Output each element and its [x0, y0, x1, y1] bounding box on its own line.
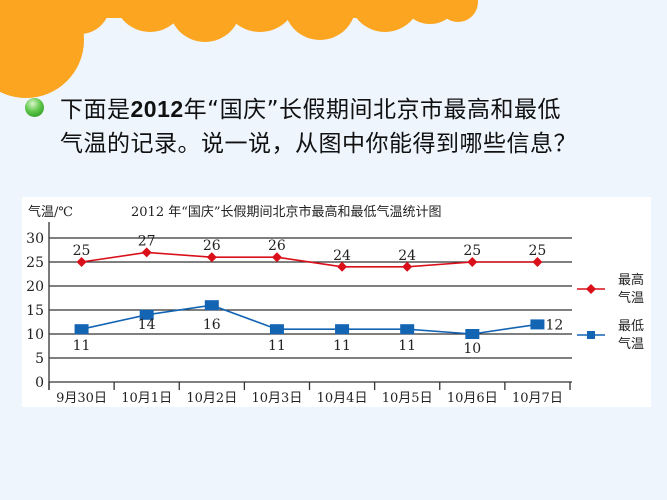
legend-low-label: 最低: [618, 319, 644, 334]
low-temp-value-labels: 11 14 16 11 11 11 10 12: [73, 317, 564, 357]
x-tick-label: 10月1日: [121, 391, 172, 406]
y-axis-unit-label: 气温/℃: [28, 204, 73, 220]
high-temp-value: 27: [138, 233, 156, 249]
legend-low: 最低 气温: [577, 319, 644, 352]
legend-high-label: 气温: [618, 290, 644, 306]
high-temp-value: 25: [529, 243, 547, 259]
high-temp-diamond-icon: [532, 257, 543, 267]
high-temp-diamond-icon: [337, 261, 348, 272]
legend-high-label: 最高: [618, 272, 644, 288]
y-tick-label: 25: [26, 255, 44, 271]
high-temp-diamond-icon: [467, 257, 478, 267]
x-axis-ticks: [48, 382, 571, 390]
high-temp-diamond-icon: [206, 252, 217, 263]
y-tick-label: 5: [35, 351, 44, 367]
y-tick-label: 30: [26, 231, 44, 247]
low-temp-square-icon: [269, 324, 284, 335]
high-temp-diamond-icon: [402, 261, 413, 272]
chart-panel: [22, 197, 651, 407]
high-temp-value: 26: [203, 238, 221, 254]
y-tick-label: 15: [26, 303, 44, 319]
low-temp-value: 11: [268, 338, 286, 354]
gridlines: [49, 237, 572, 383]
high-temp-value: 24: [333, 248, 351, 264]
low-temp-value: 11: [73, 338, 91, 354]
y-tick-label: 20: [26, 279, 44, 295]
low-temp-square-icon: [530, 319, 545, 330]
question-line-1: 下面是2012年“国庆”长假期间北京市最高和最低: [60, 90, 561, 124]
high-temp-line: [81, 251, 538, 268]
low-temp-value: 16: [203, 317, 221, 333]
high-temp-value: 24: [398, 248, 416, 264]
x-tick-label: 10月6日: [447, 391, 498, 406]
low-temp-value: 11: [333, 338, 351, 354]
low-temp-value: 12: [545, 317, 563, 333]
question-text-part: 下面是: [60, 97, 131, 123]
y-tick-label: 10: [26, 327, 44, 343]
low-temp-square-icon: [139, 309, 154, 320]
question-text-part: 年“国庆”长假期间北京市最高和最低: [183, 97, 562, 123]
x-tick-labels: 9月30日 10月1日 10月2日 10月3日 10月4日 10月5日 10月6日 10月7日: [56, 391, 563, 406]
high-temp-value-labels: 25 27 26 26 24 24 25 25: [73, 233, 547, 263]
legend-low-square-icon: [587, 331, 595, 339]
low-temp-value: 14: [138, 317, 156, 333]
high-temp-value: 25: [73, 243, 91, 259]
y-tick-label: 0: [35, 375, 44, 391]
low-temp-square-icon: [400, 324, 415, 335]
chart-title: 2012 年“国庆”长假期间北京市最高和最低气温统计图: [131, 204, 442, 220]
x-tick-label: 10月7日: [512, 391, 563, 406]
x-tick-label: 10月3日: [252, 391, 303, 406]
low-temp-square-icon: [204, 300, 219, 311]
low-temp-line: [81, 304, 538, 335]
x-tick-label: 10月5日: [382, 391, 433, 406]
question-line-2: 气温的记录。说一说，从图中你能得到哪些信息？: [60, 131, 577, 157]
legend-low-label: 气温: [618, 336, 644, 352]
legend-high-diamond-icon: [586, 284, 596, 294]
high-temp-value: 25: [463, 243, 481, 259]
low-temp-value: 11: [398, 338, 416, 354]
legend-high: 最高 气温: [577, 272, 644, 306]
low-temp-square-icon: [465, 329, 480, 339]
x-tick-label: 10月4日: [317, 391, 368, 406]
cloud-banner-decoration: [0, 0, 478, 98]
low-temp-markers: [74, 300, 545, 339]
question-year: 2012: [130, 96, 184, 122]
high-temp-value: 26: [268, 238, 286, 254]
low-temp-value: 10: [463, 341, 481, 357]
high-temp-diamond-icon: [76, 257, 87, 267]
x-tick-label: 10月2日: [186, 391, 237, 406]
legend: 最高 气温 最低 气温: [577, 272, 644, 352]
high-temp-diamond-icon: [271, 252, 282, 263]
green-bullet-icon: [25, 98, 44, 117]
low-temp-square-icon: [335, 324, 350, 335]
y-tick-labels: 0 5 10 15 20 25 30: [26, 231, 44, 391]
x-tick-label: 9月30日: [56, 391, 107, 406]
high-temp-diamond-icon: [141, 247, 152, 258]
high-temp-markers: [76, 247, 543, 272]
low-temp-square-icon: [74, 324, 89, 335]
